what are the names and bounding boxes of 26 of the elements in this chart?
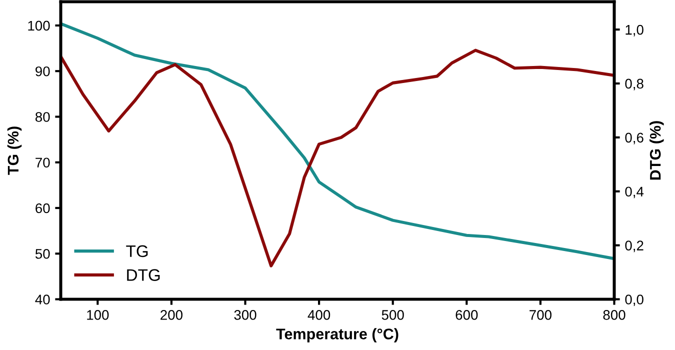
y-tick-label: 100 xyxy=(28,20,50,31)
x-axis-title: Temperature (°C) xyxy=(276,328,398,342)
y2-tick-label: 0,4 xyxy=(625,186,644,198)
legend-label: TG xyxy=(126,245,148,258)
y2-tick-label: 0,6 xyxy=(625,132,644,144)
y2-tick-label: 1,0 xyxy=(626,24,644,36)
y-tick-label: 50 xyxy=(35,248,50,259)
y-tick-label: 80 xyxy=(35,112,50,122)
x-tick-label: 300 xyxy=(234,310,256,320)
x-tick-label: 100 xyxy=(87,310,109,320)
y-tick-label: 70 xyxy=(36,158,50,168)
x-tick-label: 800 xyxy=(603,310,626,320)
y-tick-label: 40 xyxy=(35,294,50,304)
x-tick-label: 600 xyxy=(456,310,478,320)
y2-tick-label: 0,8 xyxy=(625,78,644,90)
y2-axis-title: DTG (%) xyxy=(650,121,664,180)
x-tick-label: 400 xyxy=(308,310,330,320)
y-tick-label: 90 xyxy=(36,66,50,76)
x-tick-label: 200 xyxy=(160,310,182,320)
y-tick-label: 60 xyxy=(36,203,50,214)
x-tick-label: 500 xyxy=(382,310,404,320)
y2-tick-label: 0,0 xyxy=(625,294,644,306)
y2-tick-label: 0,2 xyxy=(625,240,644,252)
legend-label: DTG xyxy=(127,269,160,281)
y-axis-title: TG (%) xyxy=(7,126,22,175)
x-tick-label: 700 xyxy=(530,310,552,320)
